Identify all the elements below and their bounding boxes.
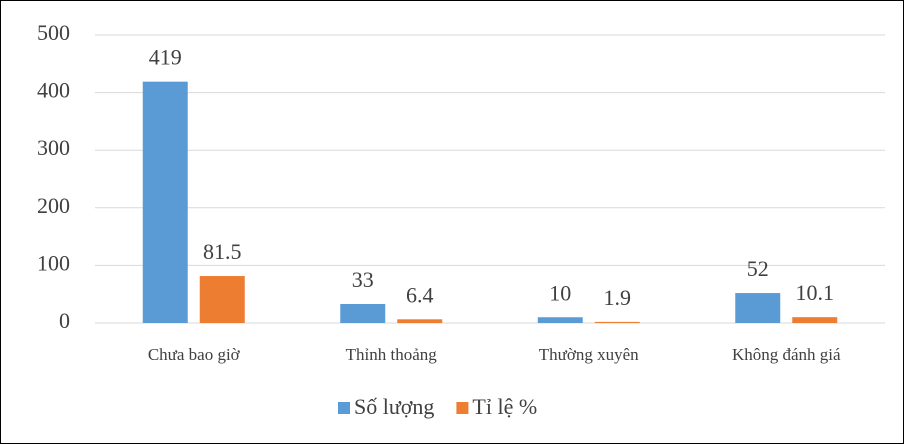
data-label: 52 xyxy=(747,256,769,281)
data-label: 10 xyxy=(549,280,571,305)
bar xyxy=(792,317,838,323)
bar xyxy=(397,319,443,323)
bar xyxy=(735,293,781,323)
bar xyxy=(199,276,245,323)
bar xyxy=(340,303,386,323)
data-label: 1.9 xyxy=(604,285,632,310)
x-tick-label: Không đánh giá xyxy=(732,345,841,364)
x-tick-label: Thỉnh thoảng xyxy=(346,345,438,364)
y-tick-label: 500 xyxy=(37,20,70,45)
data-label: 33 xyxy=(352,267,374,292)
bar xyxy=(142,81,188,323)
legend-label: Tỉ lệ % xyxy=(472,394,537,419)
y-tick-label: 400 xyxy=(37,78,70,103)
legend-swatch xyxy=(338,402,350,414)
legend-swatch xyxy=(456,402,469,414)
legend-label: Số lượng xyxy=(354,394,434,419)
data-label: 10.1 xyxy=(796,280,835,305)
data-label: 81.5 xyxy=(203,239,242,264)
y-tick-label: 200 xyxy=(37,193,70,218)
y-tick-label: 0 xyxy=(59,308,70,333)
data-label: 6.4 xyxy=(406,282,434,307)
y-tick-label: 300 xyxy=(37,135,70,160)
x-tick-label: Thường xuyên xyxy=(539,345,639,364)
data-label: 419 xyxy=(149,45,182,70)
y-tick-label: 100 xyxy=(37,250,70,275)
bar xyxy=(537,317,583,323)
x-tick-label: Chưa bao giờ xyxy=(148,345,241,364)
bar xyxy=(594,321,640,323)
